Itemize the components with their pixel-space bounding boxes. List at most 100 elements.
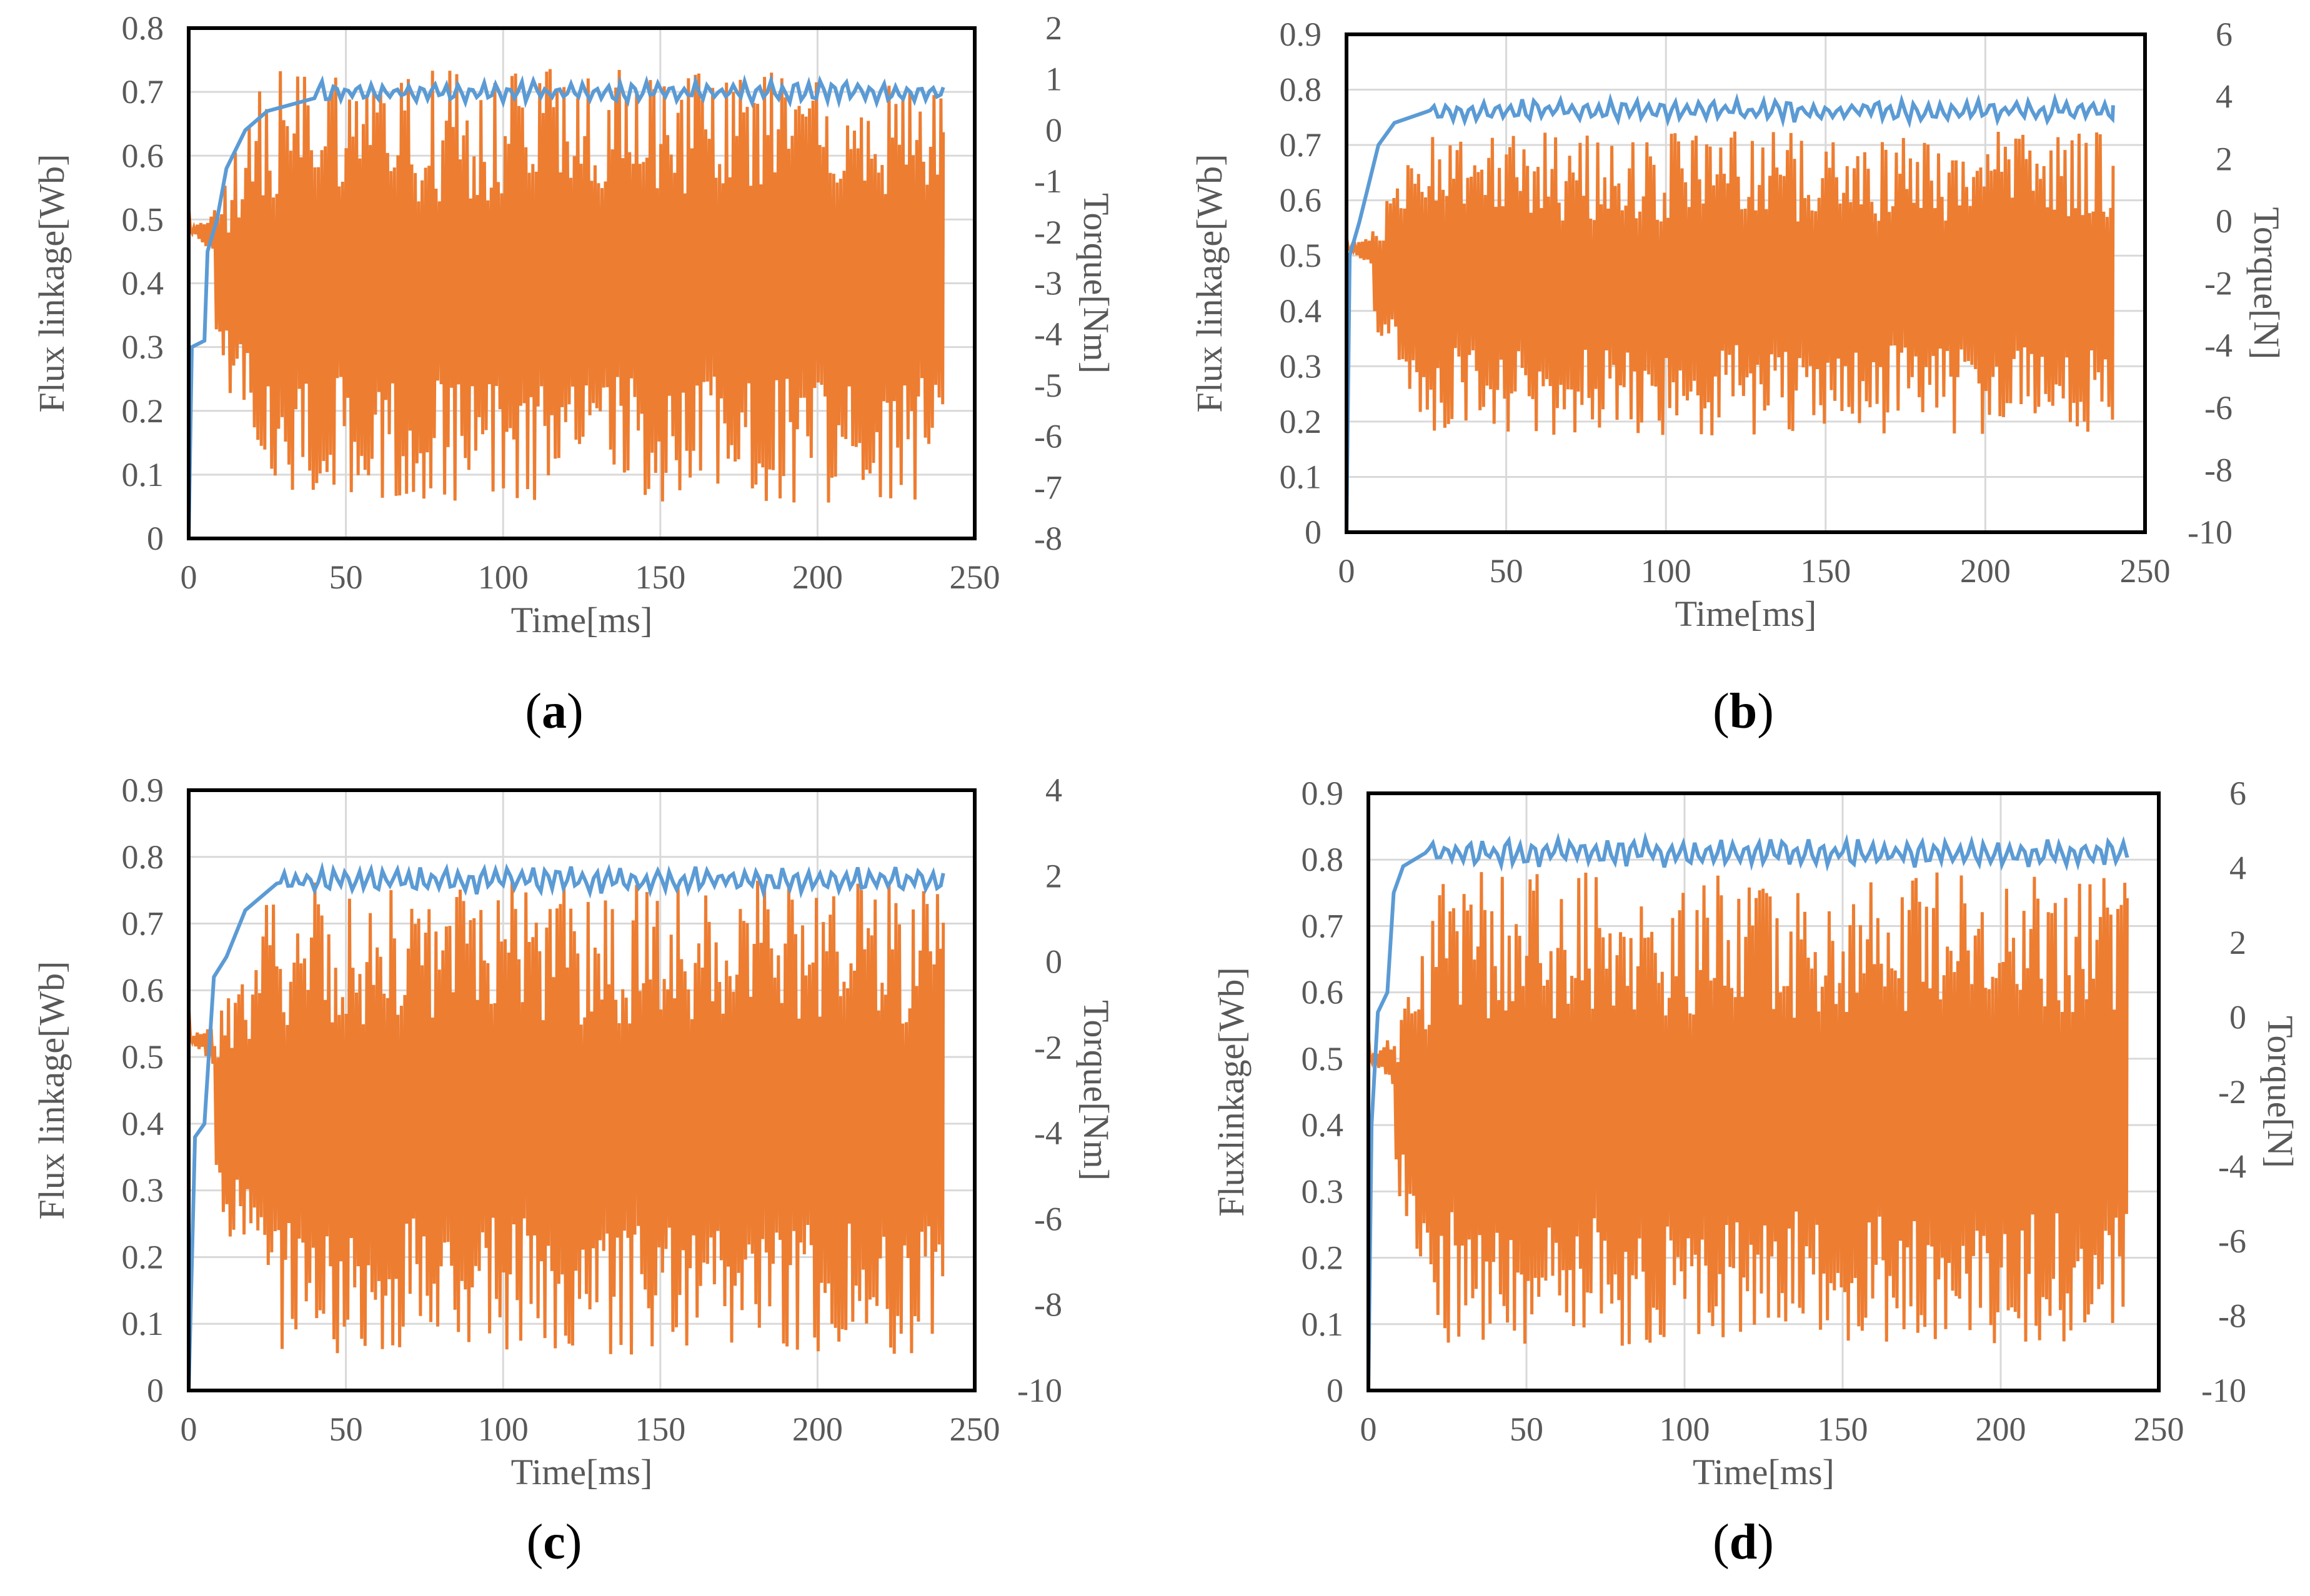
- y-right-axis-title: Torque[N]: [2260, 1016, 2301, 1168]
- y-right-tick-label: -6: [2204, 389, 2233, 427]
- flux-linkage-series-line: [187, 74, 945, 539]
- x-axis-title: Time[ms]: [1675, 593, 1817, 634]
- y-right-tick-label: 0: [2229, 999, 2246, 1036]
- x-tick-label: 50: [329, 558, 363, 596]
- x-tick-label: 100: [1660, 1410, 1710, 1448]
- y-left-tick-label: 0.1: [1302, 1306, 1344, 1343]
- caption-paren-open: (: [1713, 1515, 1730, 1570]
- y-right-tick-label: -1: [1034, 162, 1062, 200]
- plot-frame: [187, 788, 977, 1392]
- y-left-tick-label: 0.5: [1302, 1040, 1344, 1078]
- y-left-tick-label: 0.3: [122, 329, 164, 366]
- caption-letter: b: [1730, 684, 1758, 739]
- y-left-axis-title: Flux linkage[Wb]: [31, 154, 72, 413]
- y-right-tick-label: -3: [1034, 265, 1062, 302]
- flux-linkage-series-line: [187, 861, 945, 1391]
- y-left-tick-label: 0.3: [1302, 1172, 1344, 1210]
- panel-caption: (a): [525, 684, 583, 739]
- y-left-tick-label: 0: [1327, 1372, 1343, 1409]
- x-tick-label: 50: [329, 1410, 363, 1448]
- y-left-tick-label: 0.2: [1302, 1239, 1344, 1277]
- caption-letter: a: [542, 684, 567, 739]
- flux-linkage-series-line: [1345, 92, 2115, 533]
- y-left-tick-label: 0.9: [122, 771, 164, 809]
- y-right-tick-label: -4: [2204, 327, 2233, 364]
- chart-panel-a: 0 0.1 0.2 0.3 0.4 0.5 0.6 0.7 0.8 -8 -7 -6 -5 -4 -3 -2 -…: [31, 9, 1117, 739]
- y-left-tick-label: 0.4: [1302, 1106, 1344, 1144]
- y-right-tick-label: -7: [1034, 468, 1062, 506]
- y-right-tick-label: 1: [1045, 61, 1062, 98]
- y-left-axis-title: Flux linkage[Wb]: [1189, 154, 1230, 413]
- x-tick-label: 250: [2120, 552, 2171, 590]
- y-right-tick-label: -2: [1034, 1029, 1062, 1066]
- y-right-tick-label: -4: [2218, 1148, 2246, 1186]
- plot-frame: [1345, 32, 2147, 534]
- x-tick-label: 100: [478, 558, 529, 596]
- y-left-tick-label: 0.7: [1302, 907, 1344, 944]
- y-left-tick-label: 0.6: [1280, 182, 1322, 219]
- y-right-tick-label: -8: [2204, 451, 2233, 488]
- y-left-tick-label: 0.6: [122, 971, 164, 1009]
- y-left-tick-label: 0.9: [1280, 16, 1322, 53]
- panel-caption: (d): [1713, 1515, 1774, 1570]
- torque-series-line: [1367, 872, 2129, 1346]
- caption-paren-close: ): [565, 1515, 582, 1570]
- y-right-tick-label: -6: [1034, 418, 1062, 455]
- x-axis-title: Time[ms]: [511, 600, 653, 640]
- y-right-axis-title: Torque[N]: [2246, 207, 2287, 360]
- plot-frame: [1367, 791, 2161, 1392]
- panel-caption: (c): [527, 1515, 582, 1570]
- y-left-tick-label: 0.6: [122, 137, 164, 174]
- x-tick-label: 150: [635, 1410, 685, 1448]
- x-tick-label: 200: [1976, 1410, 2026, 1448]
- y-left-tick-label: 0.1: [1280, 458, 1322, 495]
- y-left-tick-label: 0.2: [122, 1238, 164, 1276]
- y-right-tick-label: -4: [1034, 315, 1062, 353]
- caption-paren-close: ): [1757, 684, 1774, 739]
- x-axis-title: Time[ms]: [511, 1452, 653, 1492]
- chart-panel-b: 0 0.1 0.2 0.3 0.4 0.5 0.6 0.7 0.8 0.9 -10 -8 -6 -4 -2 0…: [1189, 16, 2287, 739]
- y-right-tick-label: 2: [1045, 857, 1062, 895]
- x-tick-label: 150: [1818, 1410, 1868, 1448]
- y-right-tick-label: -8: [1034, 1286, 1062, 1324]
- y-left-tick-label: 0.8: [1302, 841, 1344, 878]
- y-right-tick-label: 2: [2216, 140, 2233, 177]
- y-right-tick-label: -2: [2204, 265, 2233, 302]
- y-right-tick-label: -6: [1034, 1200, 1062, 1237]
- x-tick-label: 0: [181, 558, 197, 596]
- caption-paren-open: (: [527, 1515, 544, 1570]
- y-right-tick-label: -2: [1034, 214, 1062, 251]
- x-tick-label: 150: [635, 558, 685, 596]
- y-left-tick-label: 0.8: [122, 838, 164, 876]
- caption-paren-open: (: [1713, 684, 1730, 739]
- y-left-tick-label: 0.9: [1302, 775, 1344, 812]
- y-left-tick-label: 0: [147, 520, 164, 557]
- y-right-tick-label: -4: [1034, 1114, 1062, 1152]
- torque-series-line: [187, 880, 945, 1355]
- y-left-tick-label: 0.5: [122, 1038, 164, 1076]
- y-left-tick-label: 0.3: [122, 1172, 164, 1209]
- x-tick-label: 250: [2134, 1410, 2184, 1448]
- caption-letter: d: [1730, 1515, 1758, 1570]
- y-left-tick-label: 0.5: [122, 201, 164, 238]
- x-tick-label: 0: [181, 1410, 197, 1448]
- x-tick-label: 0: [1338, 552, 1355, 590]
- torque-series-line: [1345, 131, 2115, 435]
- y-left-axis-title: Fluxlinkage[Wb]: [1211, 967, 1252, 1216]
- y-left-tick-label: 0.2: [122, 392, 164, 430]
- y-left-tick-label: 0.7: [122, 905, 164, 943]
- flux-linkage-series-line: [1367, 831, 2129, 1391]
- y-right-tick-label: 4: [2216, 78, 2233, 116]
- y-right-tick-label: 0: [1045, 943, 1062, 981]
- x-tick-label: 150: [1800, 552, 1851, 590]
- x-tick-label: 100: [478, 1410, 529, 1448]
- y-right-tick-label: -5: [1034, 367, 1062, 404]
- chart-panel-c: 0 0.1 0.2 0.3 0.4 0.5 0.6 0.7 0.8 0.9 -10 -8 -6 -4 -2 0…: [31, 771, 1117, 1570]
- y-right-tick-label: 6: [2216, 16, 2233, 53]
- y-left-tick-label: 0.6: [1302, 974, 1344, 1011]
- x-tick-label: 50: [1490, 552, 1523, 590]
- x-axis-title: Time[ms]: [1693, 1452, 1835, 1492]
- y-right-tick-label: 0: [2216, 202, 2233, 240]
- y-right-tick-label: -8: [2218, 1297, 2246, 1335]
- y-right-tick-label: -6: [2218, 1222, 2246, 1260]
